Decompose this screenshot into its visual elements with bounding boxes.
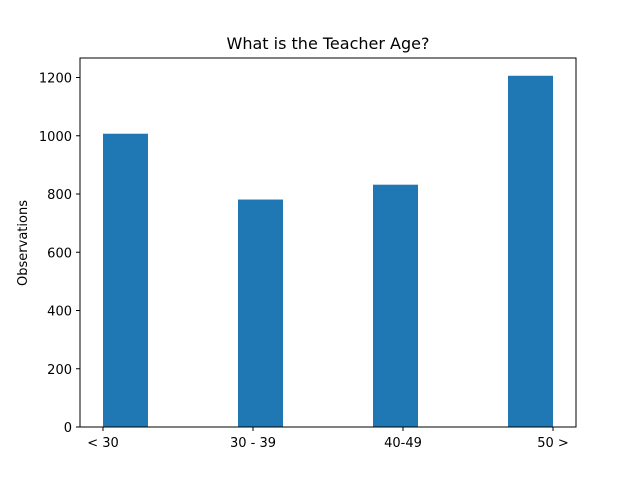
- y-tick-label-1: 200: [47, 363, 72, 378]
- x-tick-label-1: 30 - 39: [230, 436, 276, 451]
- y-tick-label-0: 0: [64, 421, 72, 436]
- x-tick-label-0: < 30: [87, 436, 119, 451]
- y-axis-label: Observations: [16, 200, 31, 286]
- plot-frame: [79, 57, 577, 428]
- bar-2: [373, 184, 418, 427]
- y-tick-label-5: 1000: [39, 130, 72, 145]
- y-tick-label-3: 600: [47, 246, 72, 261]
- bar-3: [508, 75, 553, 427]
- chart-title: What is the Teacher Age?: [227, 34, 430, 53]
- x-tick-label-2: 40-49: [384, 436, 422, 451]
- bar-0: [103, 133, 148, 428]
- x-axis: < 30 30 - 39 40-49 50 >: [87, 427, 569, 451]
- bar-1: [238, 199, 283, 427]
- y-tick-label-6: 1200: [39, 72, 72, 87]
- y-tick-label-2: 400: [47, 305, 72, 320]
- y-tick-label-4: 800: [47, 188, 72, 203]
- x-tick-label-3: 50 >: [537, 436, 569, 451]
- y-axis: 0 200 400 600 800 1000 1200: [39, 72, 80, 436]
- bars-group: [103, 75, 553, 428]
